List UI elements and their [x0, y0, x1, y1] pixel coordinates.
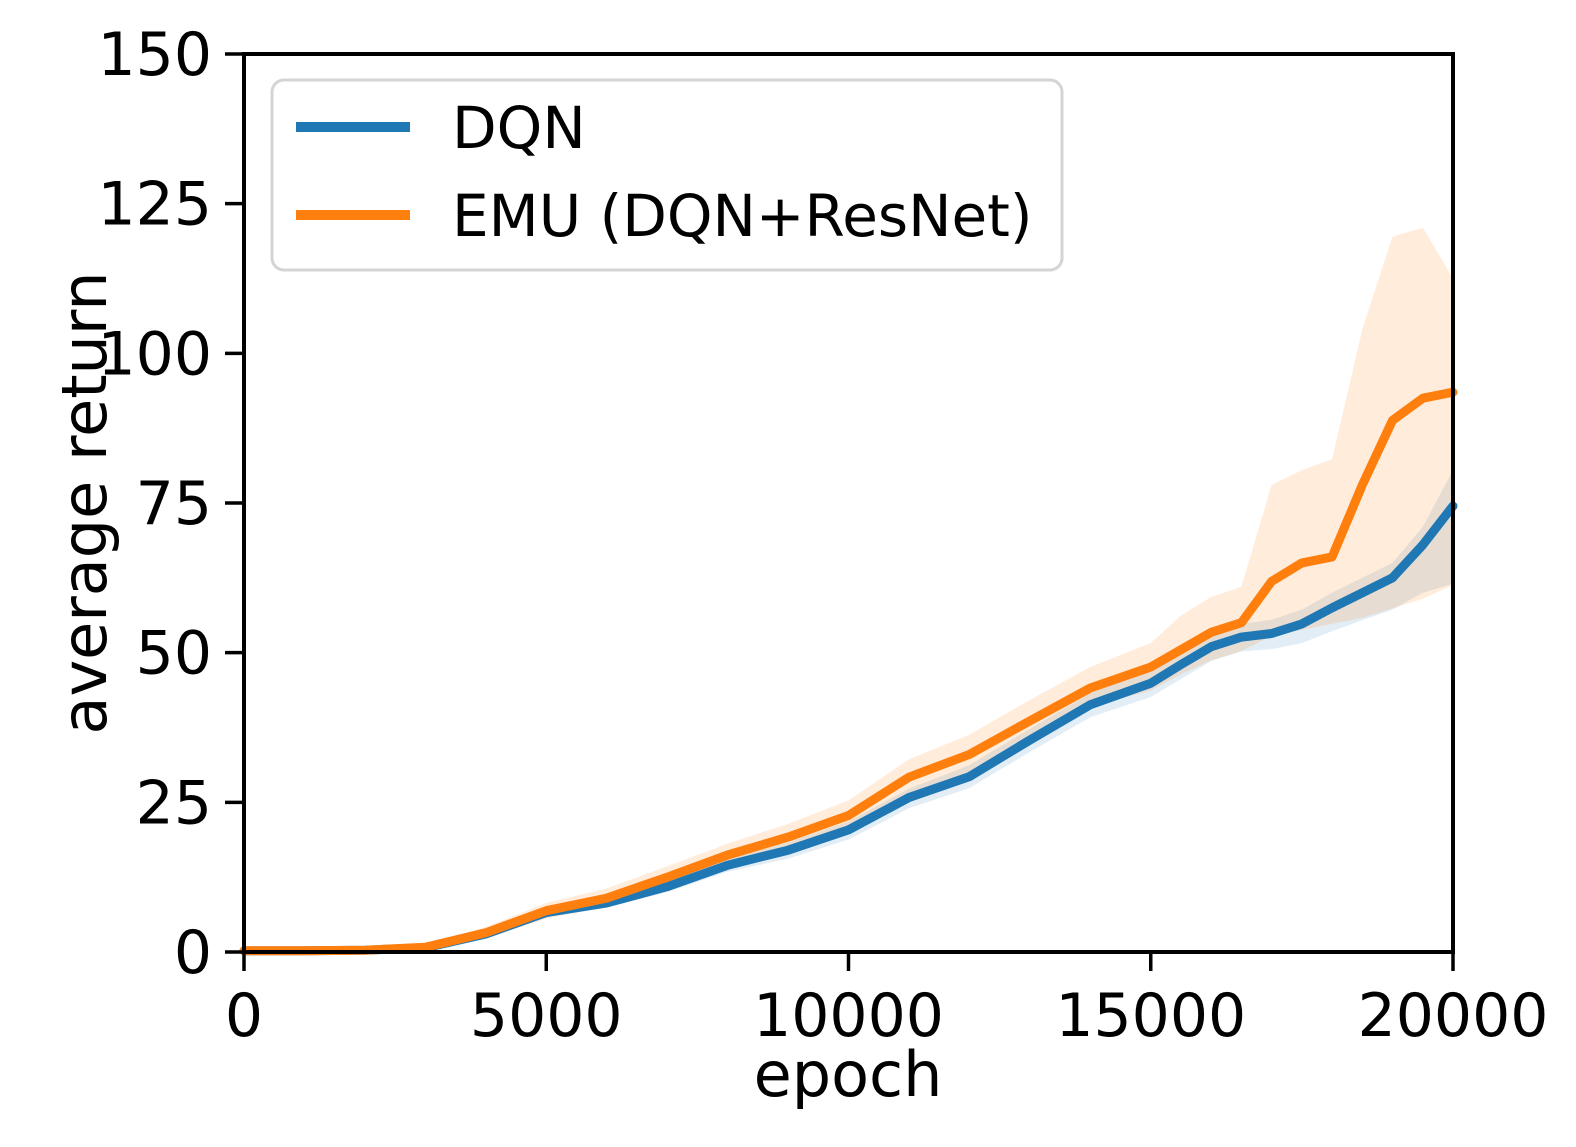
- x-tick-label: 10000: [753, 981, 944, 1051]
- y-tick-label: 0: [174, 918, 212, 988]
- y-tick-label: 150: [97, 20, 212, 90]
- y-tick-label: 100: [97, 319, 212, 389]
- legend: DQN EMU (DQN+ResNet): [270, 78, 1064, 272]
- y-axis-ticks: 0 25 50 75 100 125 150: [97, 20, 244, 988]
- x-tick-label: 5000: [470, 981, 623, 1051]
- legend-label-dqn: DQN: [452, 94, 586, 162]
- confidence-bands: [244, 227, 1453, 952]
- series-line-emu-dqn-resnet-: [239, 387, 1458, 956]
- legend-box: [270, 78, 1064, 272]
- x-axis-label: epoch: [754, 1038, 943, 1111]
- confidence-band-emu-dqn-resnet-: [244, 227, 1453, 952]
- x-tick-label: 0: [225, 981, 263, 1051]
- series-lines: [239, 387, 1458, 956]
- y-tick-label: 50: [136, 619, 212, 689]
- y-axis-label: average return: [48, 271, 121, 734]
- y-tick-label: 25: [136, 768, 212, 838]
- x-axis-ticks: 0 5000 10000 15000 20000: [225, 952, 1549, 1051]
- legend-label-emu: EMU (DQN+ResNet): [452, 182, 1033, 250]
- y-tick-label: 75: [136, 469, 212, 539]
- y-tick-label: 125: [97, 170, 212, 240]
- x-tick-label: 20000: [1358, 981, 1549, 1051]
- x-tick-label: 15000: [1055, 981, 1246, 1051]
